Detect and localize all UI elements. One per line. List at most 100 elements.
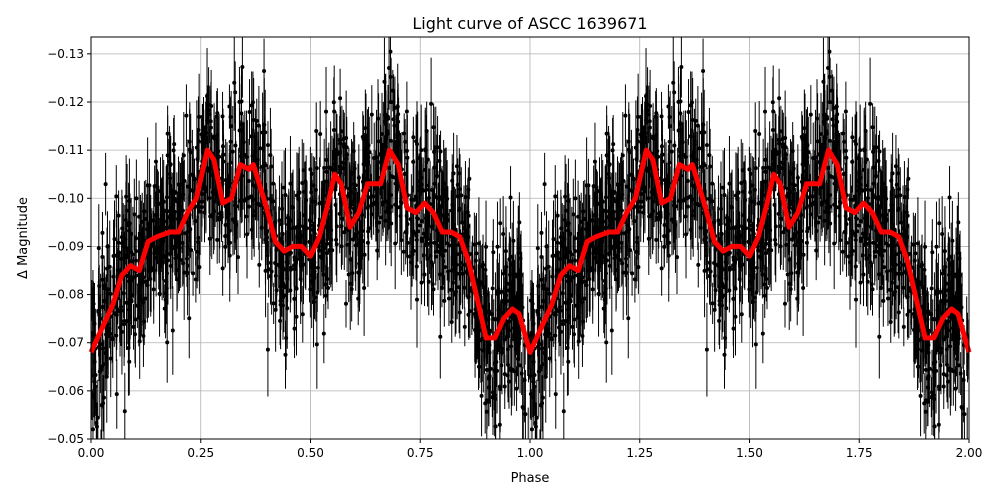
data-point bbox=[411, 229, 415, 233]
data-point bbox=[856, 179, 860, 183]
data-point bbox=[283, 353, 287, 357]
data-point bbox=[825, 201, 829, 205]
data-point bbox=[571, 212, 575, 216]
data-point bbox=[127, 229, 131, 233]
data-point bbox=[264, 269, 268, 273]
data-point bbox=[802, 253, 806, 257]
data-point bbox=[736, 191, 740, 195]
data-point bbox=[163, 307, 167, 311]
data-point bbox=[952, 295, 956, 299]
data-point bbox=[684, 155, 688, 159]
data-point bbox=[842, 172, 846, 176]
data-point bbox=[561, 322, 565, 326]
data-point bbox=[576, 273, 580, 277]
data-point bbox=[194, 219, 198, 223]
data-point bbox=[420, 281, 424, 285]
data-point bbox=[477, 242, 481, 246]
data-point bbox=[566, 223, 570, 227]
data-point bbox=[636, 115, 640, 119]
data-point bbox=[124, 255, 128, 259]
data-point bbox=[556, 214, 560, 218]
data-point bbox=[419, 148, 423, 152]
data-point bbox=[771, 109, 775, 113]
data-point bbox=[873, 255, 877, 259]
data-point bbox=[287, 239, 291, 243]
data-point bbox=[403, 172, 407, 176]
data-point bbox=[332, 109, 336, 113]
data-point bbox=[99, 462, 103, 466]
data-point bbox=[772, 188, 776, 192]
data-point bbox=[888, 288, 892, 292]
data-point bbox=[273, 220, 277, 224]
data-point bbox=[158, 249, 162, 253]
data-point bbox=[172, 148, 176, 152]
data-point bbox=[764, 251, 768, 255]
data-point bbox=[516, 246, 520, 250]
data-point bbox=[309, 224, 313, 228]
data-point bbox=[654, 238, 658, 242]
data-point bbox=[660, 114, 664, 118]
data-point bbox=[941, 272, 945, 276]
data-point bbox=[937, 423, 941, 427]
data-point bbox=[351, 237, 355, 241]
data-point bbox=[504, 265, 508, 269]
data-point bbox=[566, 360, 570, 364]
data-point bbox=[127, 223, 131, 227]
data-point bbox=[809, 212, 813, 216]
data-point bbox=[828, 139, 832, 143]
data-point bbox=[389, 139, 393, 143]
data-point bbox=[757, 132, 761, 136]
data-point bbox=[789, 271, 793, 275]
data-point bbox=[513, 295, 517, 299]
data-point bbox=[362, 162, 366, 166]
data-point bbox=[197, 265, 201, 269]
data-point bbox=[703, 269, 707, 273]
data-point bbox=[367, 226, 371, 230]
data-point bbox=[859, 183, 863, 187]
data-point bbox=[405, 110, 409, 114]
data-point bbox=[559, 226, 563, 230]
data-point bbox=[191, 271, 195, 275]
data-point bbox=[411, 160, 415, 164]
data-point bbox=[923, 245, 927, 249]
data-point bbox=[212, 209, 216, 213]
data-point bbox=[689, 103, 693, 107]
data-point bbox=[705, 143, 709, 147]
data-point bbox=[933, 424, 937, 428]
data-point bbox=[460, 221, 464, 225]
data-point bbox=[763, 110, 767, 114]
data-point bbox=[186, 271, 190, 275]
data-point bbox=[844, 110, 848, 114]
data-point bbox=[572, 332, 576, 336]
data-point bbox=[949, 315, 953, 319]
data-point bbox=[937, 221, 941, 225]
data-point bbox=[647, 196, 651, 200]
data-point bbox=[761, 332, 765, 336]
data-point bbox=[753, 129, 757, 133]
data-point bbox=[167, 160, 171, 164]
data-point bbox=[938, 363, 942, 367]
data-point bbox=[394, 182, 398, 186]
data-point bbox=[434, 255, 438, 259]
data-point bbox=[459, 267, 463, 271]
data-point bbox=[177, 204, 181, 208]
data-point bbox=[245, 232, 249, 236]
data-point bbox=[458, 310, 462, 314]
data-point bbox=[325, 251, 329, 255]
data-point bbox=[227, 105, 231, 109]
data-point bbox=[318, 132, 322, 136]
data-point bbox=[220, 211, 224, 215]
data-point bbox=[587, 277, 591, 281]
data-point bbox=[870, 282, 874, 286]
data-point bbox=[712, 220, 716, 224]
data-point bbox=[231, 150, 235, 154]
data-point bbox=[491, 286, 495, 290]
data-point bbox=[434, 195, 438, 199]
data-point bbox=[269, 165, 273, 169]
data-point bbox=[554, 392, 558, 396]
data-point bbox=[831, 117, 835, 121]
data-point bbox=[858, 148, 862, 152]
data-point bbox=[670, 150, 674, 154]
data-point bbox=[576, 215, 580, 219]
data-point bbox=[420, 183, 424, 187]
